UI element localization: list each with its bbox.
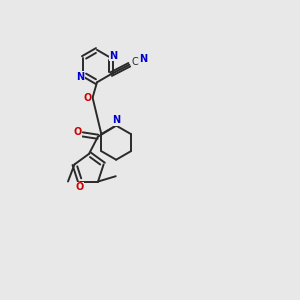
Text: O: O [75,182,84,192]
Text: N: N [109,51,117,61]
Text: O: O [83,93,92,103]
Text: O: O [73,127,81,137]
Text: N: N [140,54,148,64]
Text: N: N [112,115,120,125]
Text: C: C [131,57,138,68]
Text: N: N [76,71,85,82]
